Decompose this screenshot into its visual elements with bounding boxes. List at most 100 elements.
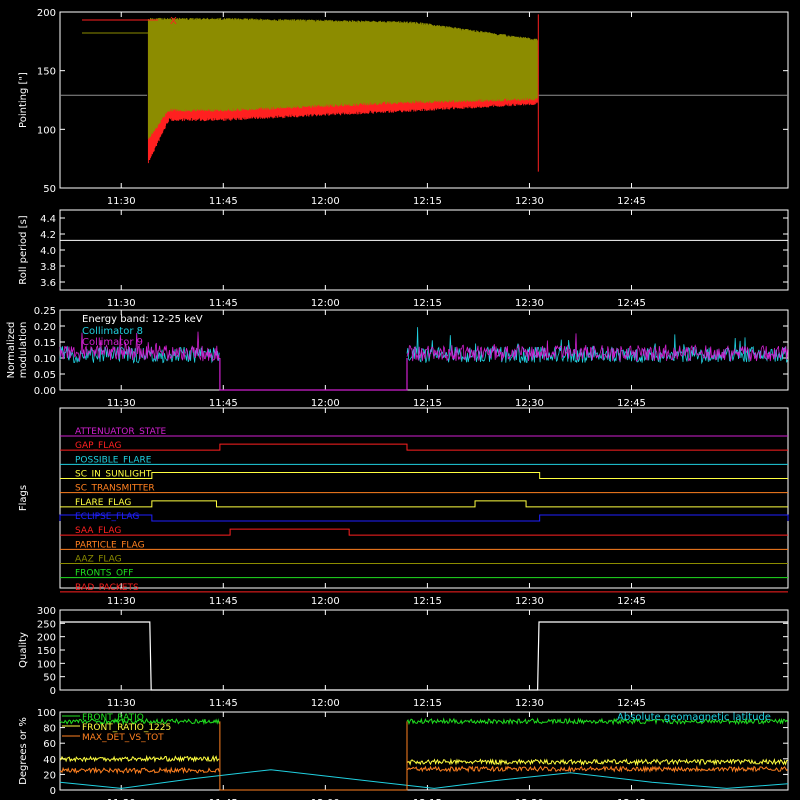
modulation-ylabel-2: modulation <box>18 322 29 379</box>
quality-ytick-label: 0 <box>50 686 56 697</box>
ratio-legend-1: FRONT_RATIO_1225 <box>82 723 171 733</box>
roll-panel: 11:30 11:45 12:00 12:15 12:30 12:45 3.6 3.8 4.0 4… <box>18 209 789 309</box>
ratios-ytick-label: 40 <box>43 755 56 766</box>
roll-ytick-label: 4.2 <box>40 230 56 241</box>
flag-label-1: GAP_FLAG <box>75 441 121 451</box>
flag-line-3 <box>60 472 788 479</box>
modulation-gap <box>219 358 408 391</box>
modulation-xtick-label: 11:30 <box>107 398 136 409</box>
modulation-xtick-label: 12:30 <box>515 398 544 409</box>
flag-label-3: SC_IN_SUNLIGHT <box>75 470 152 480</box>
roll-xtick-label: 12:30 <box>515 298 544 309</box>
ratios-xtick-label: 11:30 <box>107 798 136 800</box>
flags-xtick-label: 12:45 <box>617 596 646 607</box>
ratios-frame <box>59 711 789 791</box>
flags-xtick-label: 11:30 <box>107 596 136 607</box>
modulation-xtick-label: 12:00 <box>311 398 340 409</box>
modulation-ytick-label: 0.15 <box>34 338 56 349</box>
ratios-ylabel: Degrees or % <box>18 717 29 785</box>
ratio-legend-2: MAX_DET_VS_TOT <box>82 733 164 743</box>
modulation-ytick-label: 0.00 <box>34 386 56 397</box>
quality-xtick-label: 11:30 <box>107 698 136 709</box>
ratios-ytick-label: 80 <box>43 724 56 735</box>
flags-frame <box>59 407 789 589</box>
quality-panel: 11:30 11:45 12:00 12:15 12:30 12:45 0 50 100 150 2… <box>18 606 789 709</box>
ratios-ytick-label: 20 <box>43 770 56 781</box>
pointing-xtick-label: 12:00 <box>311 196 340 207</box>
roll-ytick-label: 4.0 <box>40 246 56 257</box>
flag-line-6 <box>59 514 789 522</box>
flag-label-4: SC_TRANSMITTER <box>75 484 155 494</box>
quality-line <box>60 621 788 691</box>
flags-panel: 11:30 11:45 12:00 12:15 12:30 12:45 Flags ATTEN… <box>18 407 789 607</box>
pointing-xtick-label: 12:45 <box>617 196 646 207</box>
legend-label-Y: Y <box>169 29 177 40</box>
pointing-ylabel: Pointing ["] <box>18 72 29 128</box>
flags-xtick-label: 11:45 <box>209 596 238 607</box>
quality-xtick-label: 11:45 <box>209 698 238 709</box>
flag-label-10: FRONTS_OFF <box>75 569 133 579</box>
flag-label-8: PARTICLE_FLAG <box>75 540 145 550</box>
quality-ylabel: Quality <box>18 632 29 668</box>
ratios-xtick-label: 12:45 <box>617 798 646 800</box>
ratio-series-1 <box>59 754 788 767</box>
roll-ytick-label: 4.4 <box>40 214 56 225</box>
modulation-xtick-label: 12:45 <box>617 398 646 409</box>
modulation-ytick-label: 0.25 <box>34 306 56 317</box>
quality-xtick-label: 12:30 <box>515 698 544 709</box>
flag-line-7 <box>60 528 788 536</box>
quality-xtick-label: 12:15 <box>413 698 442 709</box>
pointing-frame <box>59 11 789 189</box>
flag-label-0: ATTENUATOR_STATE <box>75 427 167 437</box>
pointing-xtick-label: 12:30 <box>515 196 544 207</box>
flag-line-1 <box>60 443 788 451</box>
flag-label-6: ECLIPSE_FLAG <box>75 512 139 522</box>
modulation-legend-1: Collimator 9 <box>82 337 143 348</box>
flags-xtick-label: 12:15 <box>413 596 442 607</box>
modulation-annotation: Energy band: 12-25 keV <box>82 314 203 325</box>
modulation-xtick-label: 12:15 <box>413 398 442 409</box>
flag-label-5: FLARE_FLAG <box>75 498 131 508</box>
roll-frame <box>59 209 789 291</box>
modulation-panel: 11:30 11:45 12:00 12:15 12:30 12:45 0.00 0.05 0.… <box>6 306 789 409</box>
ratios-xtick-label: 12:15 <box>413 798 442 800</box>
ratio-gap <box>219 721 408 791</box>
panels-group: 11:30 11:45 12:00 12:15 12:30 12:45 50 100 150 20… <box>6 8 789 800</box>
roll-xtick-label: 11:45 <box>209 298 238 309</box>
flag-line-5 <box>60 500 788 508</box>
quality-xtick-label: 12:45 <box>617 698 646 709</box>
roll-ytick-label: 3.6 <box>40 278 56 289</box>
roll-xtick-label: 12:45 <box>617 298 646 309</box>
flags-ylabel: Flags <box>18 485 29 511</box>
quality-ytick-label: 50 <box>43 673 56 684</box>
pointing-ytick-label: 150 <box>37 67 56 78</box>
flag-label-9: AAZ_FLAG <box>75 555 122 565</box>
modulation-xtick-label: 11:45 <box>209 398 238 409</box>
quality-ytick-label: 300 <box>37 606 56 617</box>
modulation-ytick-label: 0.05 <box>34 370 56 381</box>
modulation-series-0 <box>59 327 788 365</box>
quality-ytick-label: 100 <box>37 659 56 670</box>
flags-xtick-label: 12:00 <box>311 596 340 607</box>
quality-ytick-label: 150 <box>37 646 56 657</box>
pointing-ytick-label: 100 <box>37 125 56 136</box>
legend-label-X: X <box>170 16 177 27</box>
ratios-ytick-label: 0 <box>50 786 56 797</box>
roll-xtick-label: 12:15 <box>413 298 442 309</box>
ratios-ytick-label: 60 <box>43 739 56 750</box>
modulation-series-1 <box>59 331 788 362</box>
roll-ylabel: Roll period [s] <box>18 215 29 284</box>
ratio-series-2 <box>59 765 788 775</box>
ratio-annotation: Absolute geomagnetic latitude <box>617 712 771 723</box>
pointing-xtick-label: 12:15 <box>413 196 442 207</box>
roll-ytick-label: 3.8 <box>40 262 56 273</box>
pointing-panel: 11:30 11:45 12:00 12:15 12:30 12:45 50 100 150 20… <box>18 8 789 207</box>
roll-xtick-label: 11:30 <box>107 298 136 309</box>
ratios-xtick-label: 11:45 <box>209 798 238 800</box>
modulation-ylabel-1: Normalized <box>6 322 17 379</box>
modulation-ytick-label: 0.10 <box>34 354 56 365</box>
ratios-xtick-label: 12:30 <box>515 798 544 800</box>
ratio-series-3 <box>59 769 789 789</box>
ratios-xtick-label: 12:00 <box>311 798 340 800</box>
